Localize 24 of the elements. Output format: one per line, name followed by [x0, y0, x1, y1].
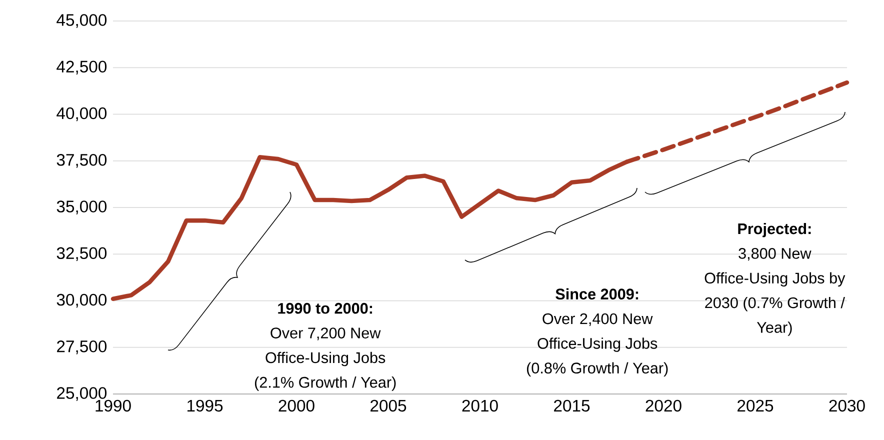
y-tick-label: 35,000 — [56, 200, 107, 214]
x-tick-label: 1990 — [96, 400, 131, 412]
x-tick-label: 2000 — [278, 400, 314, 412]
x-tick-label: 2010 — [462, 400, 498, 412]
x-tick-label: 2005 — [370, 400, 406, 412]
annotation: 1990 to 2000: — [278, 302, 372, 314]
y-tick-label: 25,000 — [57, 387, 107, 401]
x-tick-label: 2030 — [829, 400, 865, 412]
annotation: Since 2009: — [556, 288, 638, 300]
x-tick-label: 2020 — [646, 400, 682, 412]
x-tick-label: 1995 — [187, 400, 223, 412]
y-tick-label: 40,000 — [56, 107, 107, 122]
y-tick-label: 32,500 — [56, 247, 107, 262]
annotation: 3,800 New Office-Using Jobs by 2030 (0.7% Growth / Year) — [704, 248, 846, 336]
annotation: Projected: — [738, 222, 811, 238]
y-tick-label: 27,500 — [57, 340, 107, 354]
x-tick-label: 2015 — [554, 400, 590, 412]
x-tick-label: 2025 — [738, 400, 774, 412]
y-tick-label: 30,000 — [56, 294, 107, 308]
y-tick-label: 37,500 — [56, 154, 107, 168]
y-tick-label: 42,500 — [56, 60, 107, 75]
annotation: Over 2,400 New Office-Using Jobs (0.8% Growth / Year) — [526, 313, 668, 377]
y-tick-label: 45,000 — [56, 14, 107, 28]
annotation: Over 7,200 New Office-Using Jobs (2.1% Growth / Year) — [254, 328, 396, 391]
